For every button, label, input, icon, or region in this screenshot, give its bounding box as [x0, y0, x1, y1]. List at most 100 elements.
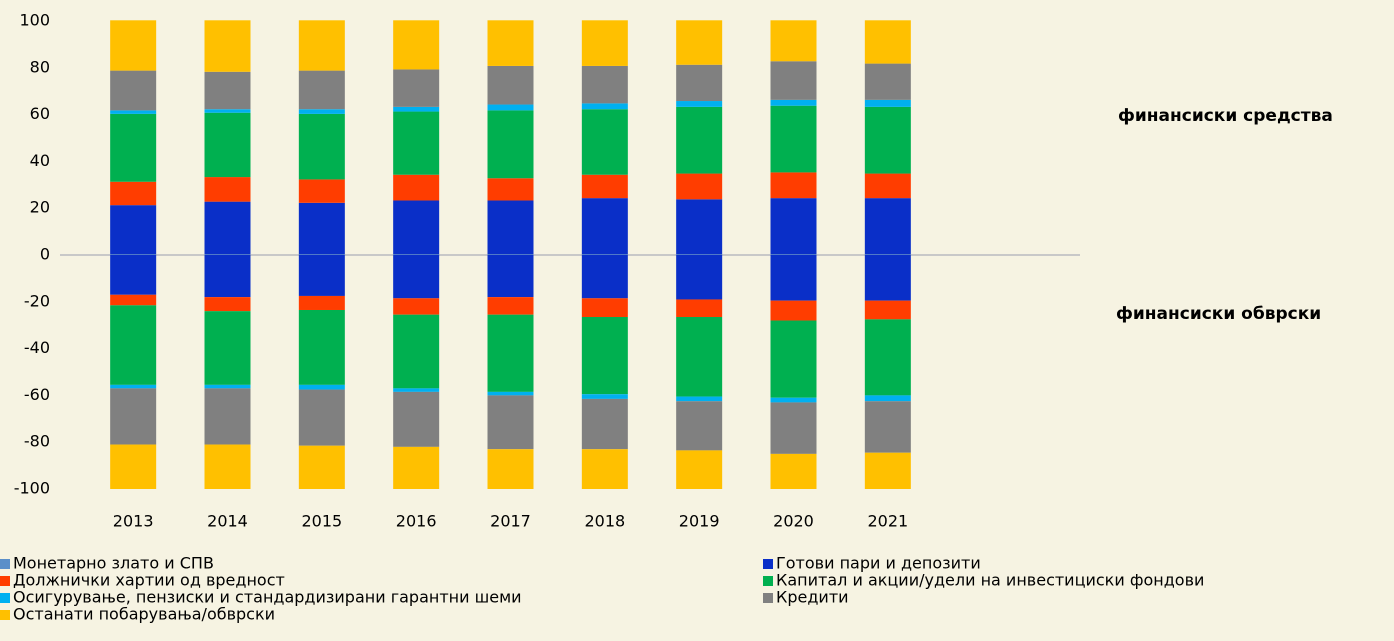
- y-tick-label: -60: [24, 385, 50, 404]
- bar-segment: [864, 20, 911, 64]
- y-tick-label: -100: [14, 479, 50, 498]
- bar-segment: [581, 255, 628, 299]
- bar-segment: [393, 106, 440, 112]
- bar-segment: [204, 112, 251, 178]
- bar-segment: [110, 113, 157, 182]
- legend-label: Капитал и акции/удели на инвестициски фо…: [776, 571, 1204, 590]
- bar-segment: [487, 391, 534, 396]
- legend-label: Кредити: [776, 588, 849, 607]
- bar-segment: [204, 388, 251, 445]
- legend-label: Монетарно злато и СПВ: [13, 554, 214, 573]
- bar-segment: [110, 388, 157, 445]
- bar-segment: [676, 20, 723, 65]
- x-tick-label: 2018: [584, 512, 625, 531]
- bar-segment: [204, 177, 251, 202]
- bar-segment: [298, 113, 345, 180]
- y-tick-label: -20: [24, 291, 50, 310]
- y-tick-label: -80: [24, 432, 50, 451]
- annotation: финансиски средства: [1118, 106, 1333, 126]
- bar-segment: [770, 105, 817, 173]
- bar-segment: [487, 314, 534, 392]
- bar-segment: [298, 255, 345, 296]
- legend-label: Осигурување, пензиски и стандардизирани …: [13, 588, 522, 607]
- bar-segment: [393, 69, 440, 107]
- bar-segment: [298, 254, 345, 255]
- bar-segment: [676, 199, 723, 255]
- x-tick-label: 2016: [396, 512, 437, 531]
- bar-segment: [676, 173, 723, 200]
- y-tick-label: 100: [19, 11, 50, 30]
- x-tick-label: 2020: [773, 512, 814, 531]
- bar-segment: [298, 179, 345, 203]
- bar-segment: [676, 101, 723, 107]
- bar-segment: [110, 254, 157, 255]
- bar-segment: [393, 298, 440, 315]
- y-tick-label: -40: [24, 338, 50, 357]
- bar-segment: [487, 178, 534, 201]
- bar-segment: [864, 395, 911, 402]
- bar-segment: [487, 254, 534, 255]
- bar-segment: [864, 63, 911, 100]
- bar-segment: [487, 395, 534, 450]
- bar-segment: [676, 401, 723, 451]
- x-tick-label: 2017: [490, 512, 531, 531]
- bar-segment: [581, 398, 628, 450]
- bar-segment: [864, 319, 911, 396]
- bar-segment: [770, 198, 817, 255]
- bar-segment: [864, 401, 911, 453]
- bar-segment: [393, 111, 440, 175]
- bar-segment: [581, 449, 628, 489]
- bar-segment: [581, 20, 628, 66]
- bar-segment: [487, 449, 534, 489]
- bar-segment: [204, 20, 251, 72]
- bar-segment: [676, 255, 723, 300]
- bar-segment: [110, 384, 157, 389]
- y-tick-label: 40: [30, 151, 50, 170]
- bar-segment: [204, 254, 251, 255]
- bar-segment: [770, 453, 817, 489]
- annotation: финансиски обврски: [1116, 304, 1321, 324]
- bar-segment: [581, 198, 628, 255]
- bar-segment: [581, 174, 628, 199]
- bar-segment: [487, 110, 534, 179]
- bar-segment: [110, 110, 157, 114]
- x-tick-label: 2015: [301, 512, 342, 531]
- bar-segment: [770, 61, 817, 100]
- bar-segment: [581, 254, 628, 255]
- bar-segment: [298, 309, 345, 385]
- bar-segment: [393, 20, 440, 70]
- bar-segment: [676, 254, 723, 255]
- bar-segment: [487, 255, 534, 298]
- bar-segment: [864, 173, 911, 199]
- legend-label: Останати побарувања/обврски: [13, 605, 275, 624]
- bar-segment: [676, 64, 723, 102]
- bar-segment: [770, 172, 817, 199]
- bar-segment: [864, 198, 911, 255]
- bar-segment: [393, 255, 440, 299]
- bar-segment: [487, 297, 534, 315]
- y-tick-label: 80: [30, 57, 50, 76]
- bar-segment: [864, 106, 911, 174]
- bar-segment: [393, 388, 440, 392]
- bar-segment: [298, 384, 345, 390]
- bar-segment: [110, 181, 157, 206]
- bar-segment: [393, 254, 440, 255]
- bar-segment: [676, 450, 723, 489]
- bar-segment: [581, 298, 628, 318]
- bar-segment: [770, 402, 817, 454]
- bar-segment: [487, 104, 534, 111]
- bar-segment: [393, 391, 440, 447]
- y-tick-label: 20: [30, 198, 50, 217]
- bar-segment: [770, 99, 817, 106]
- bar-segment: [770, 300, 817, 321]
- legend-swatch: [0, 576, 10, 586]
- y-tick-label: 60: [30, 104, 50, 123]
- legend-swatch: [0, 593, 10, 603]
- legend-label: Должнички хартии од вредност: [13, 571, 285, 590]
- bar-segment: [770, 320, 817, 398]
- bar-segment: [864, 255, 911, 301]
- bar-segment: [581, 394, 628, 399]
- bar-segment: [581, 109, 628, 175]
- bar-segment: [487, 20, 534, 66]
- x-tick-label: 2013: [113, 512, 154, 531]
